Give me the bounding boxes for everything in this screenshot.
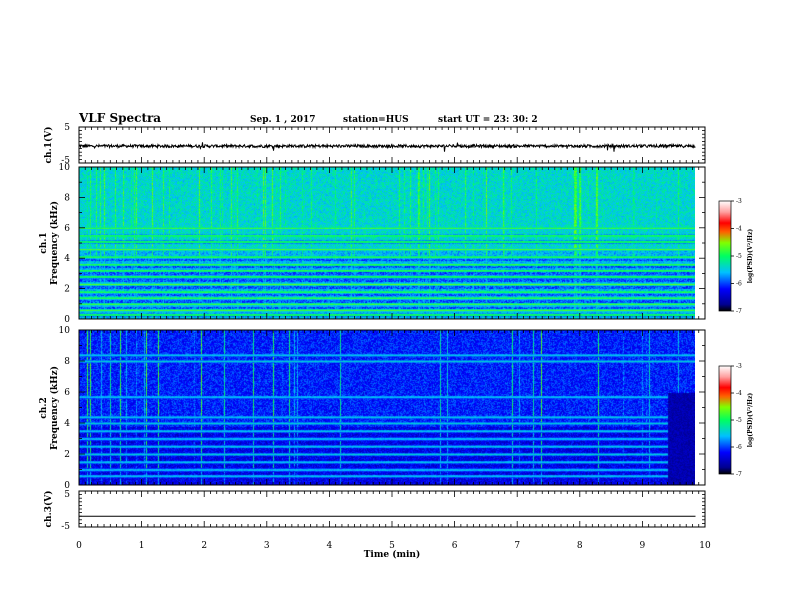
ch1-spectrogram-image bbox=[79, 167, 695, 319]
ch2-spectrogram-image bbox=[79, 330, 695, 485]
ch2-spectrogram-channel-label: ch.2 bbox=[39, 397, 49, 418]
ch1-spectrogram-channel-label: ch.1 bbox=[39, 232, 49, 253]
frequency-tick-label: 10 bbox=[59, 326, 71, 336]
ch3-ytick-top: 5 bbox=[64, 490, 70, 500]
frequency-tick-label: 10 bbox=[59, 163, 71, 173]
ch1-spectrogram-ticks bbox=[78, 166, 706, 320]
colorbar-tick-label: -4 bbox=[736, 390, 742, 397]
ch2-spectrogram-panel: 0 2 4 6 8 10 ch.2 Frequency (kHz) -3 -4 -5 -6 -7 … bbox=[39, 326, 754, 491]
ch1-spectrogram-ytick-labels: 0 2 4 6 8 10 bbox=[59, 163, 71, 325]
frequency-tick-label: 2 bbox=[64, 285, 70, 295]
ch3-waveform-ylabel: ch.3(V) bbox=[43, 491, 54, 528]
time-tick-label: 2 bbox=[201, 541, 207, 551]
ch2-colorbar-ticks: -3 -4 -5 -6 -7 bbox=[731, 363, 742, 478]
time-tick-label: 4 bbox=[327, 541, 333, 551]
ch1-spectrogram-panel: 0 2 4 6 8 10 ch.1 Frequency (kHz) -3 -4 -5 -6 -7 … bbox=[39, 163, 754, 325]
time-tick-label: 0 bbox=[76, 541, 82, 551]
ch1-ytick-top: 5 bbox=[64, 123, 70, 133]
start-time-label: start UT = 23: 30: 2 bbox=[438, 115, 538, 125]
colorbar-tick-label: -5 bbox=[736, 253, 742, 260]
ch2-spectrogram-ticks bbox=[78, 329, 706, 486]
time-axis-tick-labels: 0 1 2 3 4 5 6 7 8 9 10 bbox=[76, 541, 711, 551]
ch3-waveform-panel: 5 -5 ch.3(V) bbox=[43, 490, 706, 532]
ch1-waveform-ticks bbox=[78, 126, 706, 164]
ch3-waveform-ticks bbox=[78, 490, 706, 528]
ch2-colorbar-label: log(PSD)(V²/Hz) bbox=[747, 393, 754, 448]
time-tick-label: 1 bbox=[139, 541, 145, 551]
colorbar-tick-label: -3 bbox=[736, 363, 742, 370]
ch1-waveform-trace bbox=[78, 142, 696, 152]
station-label: station=HUS bbox=[343, 115, 409, 125]
ch1-colorbar: -3 -4 -5 -6 -7 log(PSD)(V²/Hz) bbox=[718, 198, 754, 315]
ch1-spectrogram-ylabel: Frequency (kHz) bbox=[49, 201, 60, 285]
ch1-colorbar-ticks: -3 -4 -5 -6 -7 bbox=[731, 198, 742, 315]
frequency-tick-label: 8 bbox=[64, 357, 70, 367]
colorbar-tick-label: -6 bbox=[736, 281, 742, 288]
colorbar-tick-label: -4 bbox=[736, 226, 742, 233]
figure-title: VLF Spectra bbox=[78, 111, 161, 125]
time-tick-label: 5 bbox=[389, 541, 395, 551]
frequency-tick-label: 4 bbox=[64, 254, 70, 264]
frequency-tick-label: 6 bbox=[64, 224, 70, 234]
date-label: Sep. 1 , 2017 bbox=[250, 115, 316, 125]
frequency-tick-label: 8 bbox=[64, 193, 70, 203]
time-tick-label: 6 bbox=[452, 541, 458, 551]
frequency-tick-label: 4 bbox=[64, 419, 70, 429]
colorbar-tick-label: -5 bbox=[736, 417, 742, 424]
time-tick-label: 7 bbox=[514, 541, 520, 551]
ch1-colorbar-label: log(PSD)(V²/Hz) bbox=[747, 229, 754, 284]
time-tick-label: 8 bbox=[577, 541, 583, 551]
time-tick-label: 3 bbox=[264, 541, 270, 551]
time-axis-label: Time (min) bbox=[364, 549, 421, 560]
frequency-tick-label: 0 bbox=[64, 481, 70, 491]
time-tick-label: 9 bbox=[640, 541, 646, 551]
time-tick-label: 10 bbox=[699, 541, 711, 551]
frequency-tick-label: 6 bbox=[64, 388, 70, 398]
colorbar-tick-label: -7 bbox=[736, 308, 742, 315]
frequency-tick-label: 0 bbox=[64, 315, 70, 325]
colorbar-tick-label: -3 bbox=[736, 198, 742, 205]
ch1-colorbar-ramp bbox=[718, 200, 732, 312]
ch2-spectrogram-ylabel: Frequency (kHz) bbox=[49, 366, 60, 450]
ch2-colorbar: -3 -4 -5 -6 -7 log(PSD)(V²/Hz) bbox=[718, 363, 754, 478]
ch3-ytick-bottom: -5 bbox=[61, 522, 70, 532]
ch2-spectrogram-ytick-labels: 0 2 4 6 8 10 bbox=[59, 326, 71, 491]
ch1-ytick-bottom: -5 bbox=[61, 156, 70, 166]
ch2-colorbar-ramp bbox=[718, 365, 732, 475]
frequency-tick-label: 2 bbox=[64, 450, 70, 460]
colorbar-tick-label: -7 bbox=[736, 471, 742, 478]
ch1-waveform-panel: 5 -5 ch.1(V) bbox=[43, 123, 706, 166]
colorbar-tick-label: -6 bbox=[736, 444, 742, 451]
ch1-waveform-ylabel: ch.1(V) bbox=[43, 127, 54, 164]
